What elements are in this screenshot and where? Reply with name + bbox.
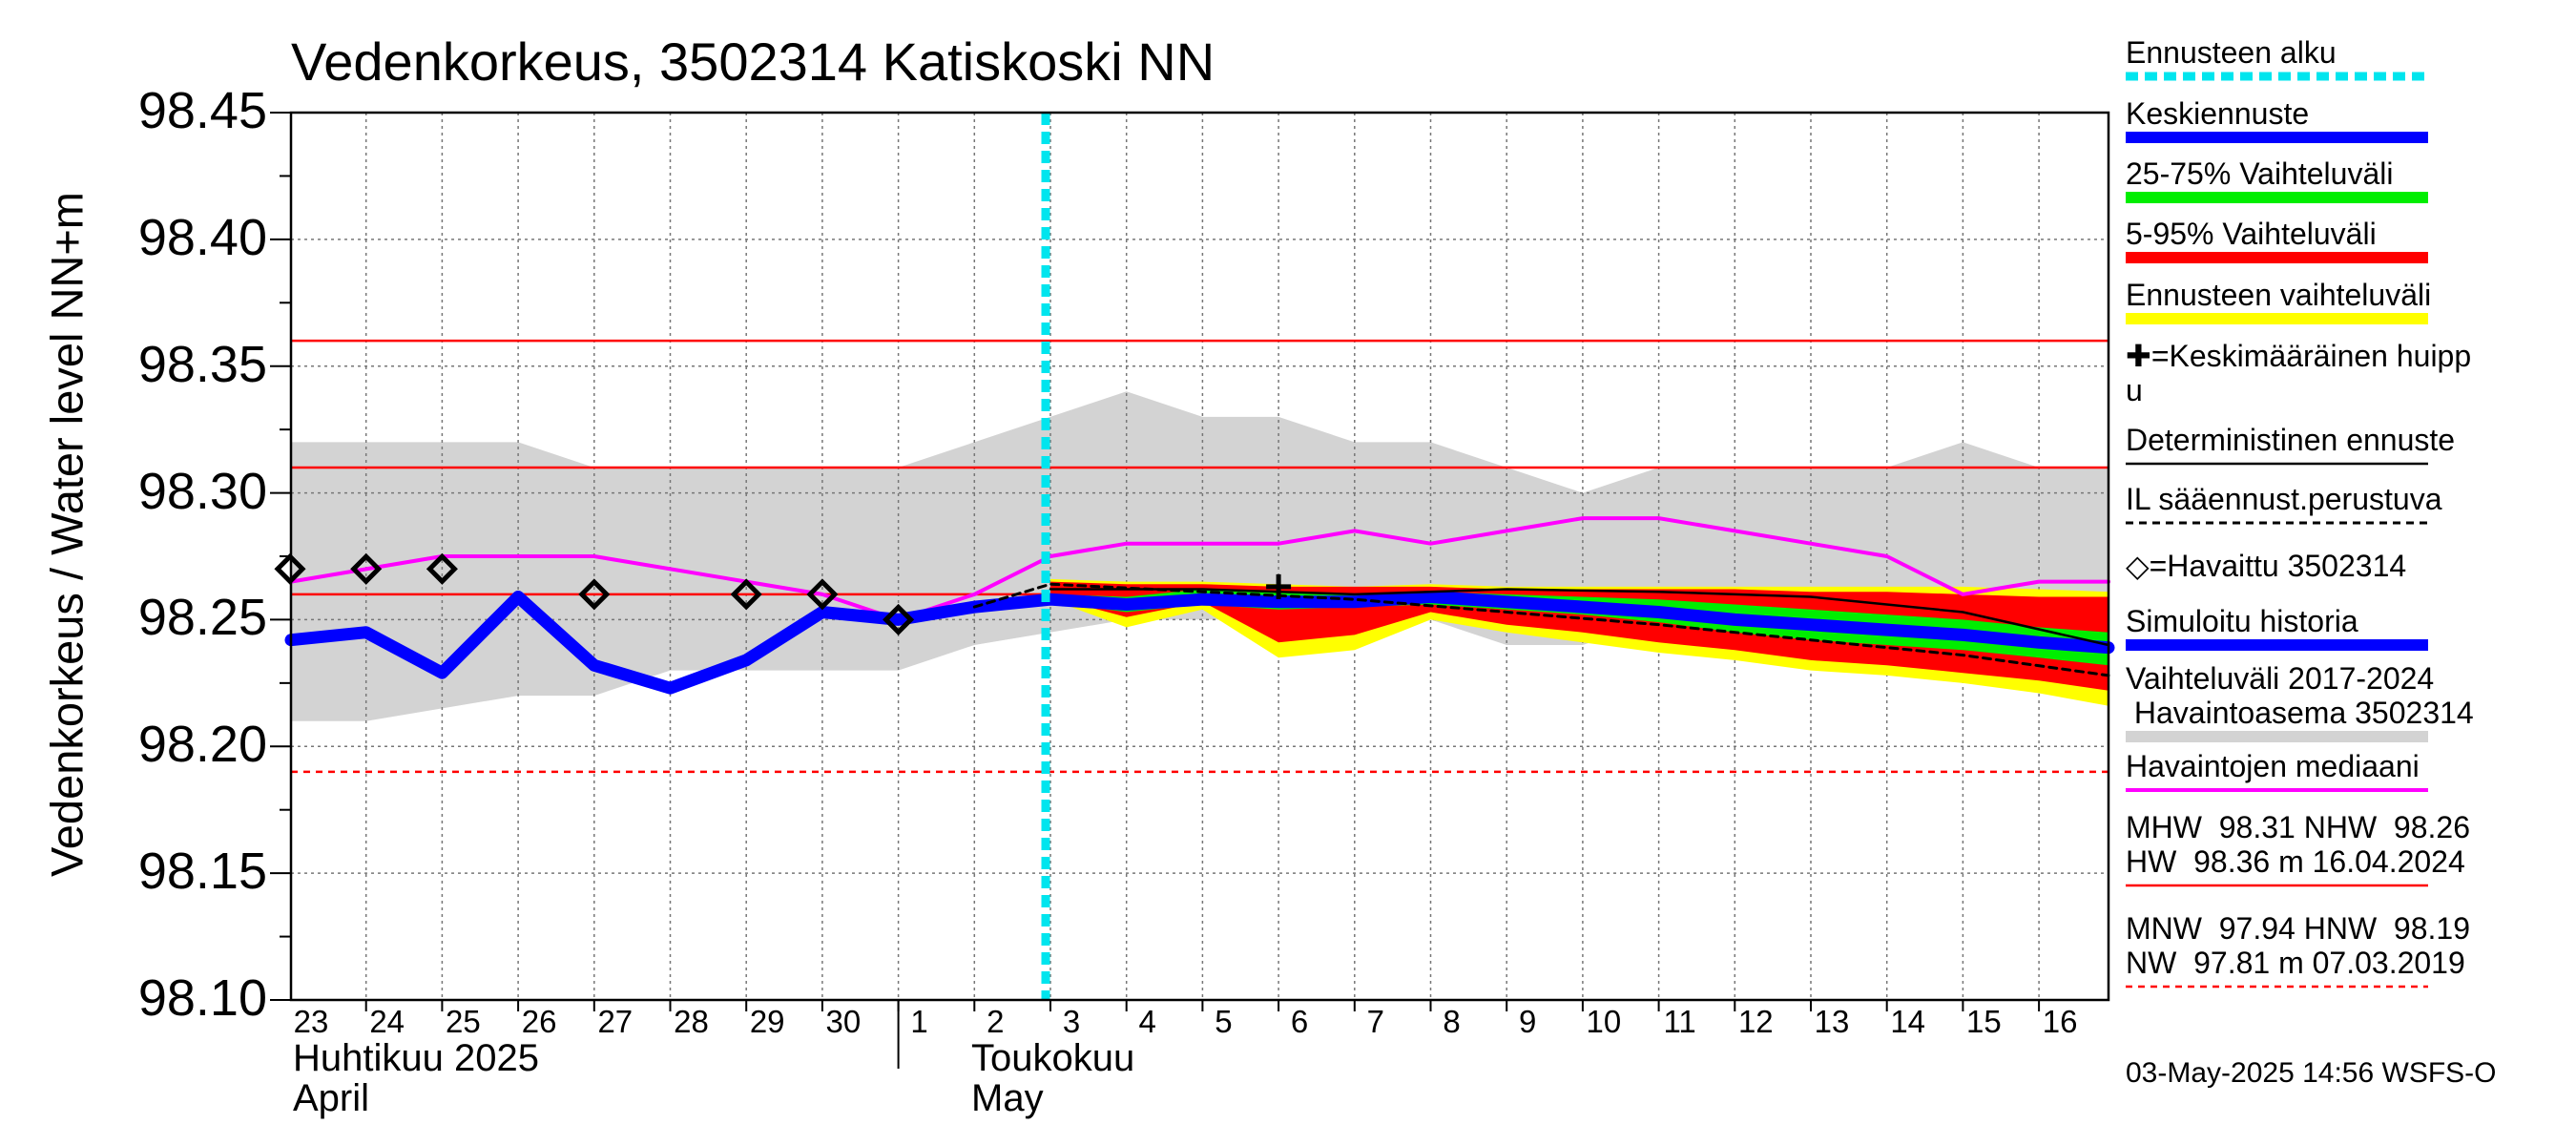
x-tick-label: 23 — [293, 1004, 329, 1039]
x-tick-label: 16 — [2042, 1004, 2078, 1039]
forecast-band-25-75-vaihteluv-li — [1050, 589, 2109, 666]
legend-item: Ennusteen vaihteluväli — [2126, 278, 2545, 313]
variation-band-2017-2024 — [291, 391, 2109, 721]
legend-item: 25-75% Vaihteluväli — [2126, 156, 2545, 192]
month-label-may-fi: Toukokuu — [971, 1037, 1135, 1079]
x-tick-label: 29 — [749, 1004, 785, 1039]
y-tick-label: 98.35 — [137, 335, 267, 393]
legend-item: MNW 97.94 HNW 98.19 NW 97.81 m 07.03.201… — [2126, 911, 2545, 981]
x-tick-label: 30 — [825, 1004, 862, 1039]
month-label-april-en: April — [293, 1077, 370, 1119]
legend-label: Havaintojen mediaani — [2126, 749, 2420, 783]
series-keskiennuste — [1044, 591, 2115, 655]
y-tick-label: 98.40 — [137, 208, 267, 266]
y-tick-label: 98.25 — [137, 589, 267, 647]
legend-label: ◇=Havaittu 3502314 — [2126, 549, 2407, 583]
x-tick-label: 11 — [1663, 1004, 1696, 1039]
x-tick-label: 6 — [1290, 1004, 1309, 1039]
y-axis-label-wrap: Vedenkorkeus / Water level NN+m — [24, 114, 110, 954]
y-tick-label: 98.10 — [137, 969, 267, 1027]
month-label-may: Toukokuu May — [971, 1038, 1134, 1118]
legend-item: Ennusteen alku — [2126, 35, 2545, 71]
legend-label: IL sääennust.perustuva — [2126, 482, 2442, 516]
chart-title: Vedenkorkeus, 3502314 Katiskoski NN — [291, 31, 1215, 92]
variation-bands — [291, 391, 2109, 721]
x-tick-label: 15 — [1966, 1004, 2002, 1039]
legend-item: MHW 98.31 NHW 98.26 HW 98.36 m 16.04.202… — [2126, 810, 2545, 880]
x-tick-label: 1 — [910, 1004, 928, 1039]
legend-label: 5-95% Vaihteluväli — [2126, 217, 2377, 251]
legend-label: 25-75% Vaihteluväli — [2126, 156, 2394, 191]
x-tick-label: 9 — [1519, 1004, 1537, 1039]
legend-label: Simuloitu historia — [2126, 604, 2358, 638]
x-tick-label: 28 — [674, 1004, 709, 1039]
plot-frame — [289, 111, 2110, 1069]
y-tick-label: 98.45 — [137, 82, 267, 139]
legend-item: Keskiennuste — [2126, 96, 2545, 132]
observed-marker — [578, 578, 611, 611]
x-tick-label: 4 — [1138, 1004, 1156, 1039]
series-deterministinen-ennuste — [1049, 588, 2110, 647]
legend-item: ✚=Keskimääräinen huipp u — [2126, 339, 2545, 408]
legend-label: Deterministinen ennuste — [2126, 423, 2456, 457]
plot-border — [289, 111, 2110, 1002]
legend-item: IL sääennust.perustuva — [2126, 482, 2545, 517]
legend-item: Simuloitu historia — [2126, 604, 2545, 639]
x-tick-label: 12 — [1737, 1004, 1774, 1039]
legend-label: ✚=Keskimääräinen huipp u — [2126, 339, 2472, 407]
forecast-band-5-95-vaihteluv-li — [1050, 581, 2109, 691]
legend-item: Havaintojen mediaani — [2126, 749, 2545, 784]
observed-marker — [806, 578, 839, 611]
observed-marker — [730, 578, 762, 611]
x-tick-label: 27 — [597, 1004, 634, 1039]
observed-marker — [350, 552, 383, 585]
x-tick-label: 24 — [369, 1004, 405, 1039]
month-label-may-en: May — [971, 1077, 1044, 1119]
x-tick-label: 14 — [1890, 1004, 1926, 1039]
y-tick-label: 98.20 — [137, 716, 267, 774]
legend-label: Ennusteen vaihteluväli — [2126, 278, 2432, 312]
x-tick-label: 13 — [1814, 1004, 1850, 1039]
legend-label: Keskiennuste — [2126, 96, 2310, 131]
x-tick-label: 10 — [1586, 1004, 1622, 1039]
forecast-bands — [1050, 578, 2109, 706]
series-simuloitu-historia — [284, 591, 1057, 695]
series-lines — [284, 113, 2115, 1000]
x-tick-label: 5 — [1215, 1004, 1233, 1039]
legend-item: Deterministinen ennuste — [2126, 423, 2545, 458]
x-tick-label: 8 — [1443, 1004, 1461, 1039]
observed-marker — [426, 552, 458, 585]
month-label-april: Huhtikuu 2025 April — [293, 1038, 539, 1118]
y-tick-label: 98.30 — [137, 462, 267, 520]
series-havaintojen-mediaani — [289, 516, 2110, 622]
legend-item: ◇=Havaittu 3502314 — [2126, 549, 2545, 584]
legend-item: 5-95% Vaihteluväli — [2126, 217, 2545, 252]
x-tick-label: 2 — [987, 1004, 1005, 1039]
y-axis-label: Vedenkorkeus / Water level NN+m — [41, 192, 93, 877]
y-tick-label: 98.15 — [137, 843, 267, 901]
legend-label: MNW 97.94 HNW 98.19 NW 97.81 m 07.03.201… — [2126, 911, 2470, 980]
timestamp: 03-May-2025 14:56 WSFS-O — [2126, 1057, 2497, 1089]
legend-label: Vaihteluväli 2017-2024 Havaintoasema 350… — [2126, 661, 2474, 730]
x-tick-label: 7 — [1366, 1004, 1384, 1039]
legend-item: Vaihteluväli 2017-2024 Havaintoasema 350… — [2126, 661, 2545, 731]
mean-peak-marker — [1266, 573, 1292, 599]
grid-lines — [270, 112, 2109, 1011]
x-tick-label: 3 — [1062, 1004, 1081, 1039]
x-tick-label: 26 — [521, 1004, 557, 1039]
legend-label: Ennusteen alku — [2126, 35, 2337, 70]
x-tick-label: 25 — [446, 1004, 481, 1039]
legend-lines — [2126, 72, 2428, 989]
series-il-sääennust-perustuva — [972, 582, 2110, 677]
legend-label: MHW 98.31 NHW 98.26 HW 98.36 m 16.04.202… — [2126, 810, 2470, 879]
month-label-april-fi: Huhtikuu 2025 — [293, 1037, 539, 1079]
observed-marker — [883, 603, 915, 635]
